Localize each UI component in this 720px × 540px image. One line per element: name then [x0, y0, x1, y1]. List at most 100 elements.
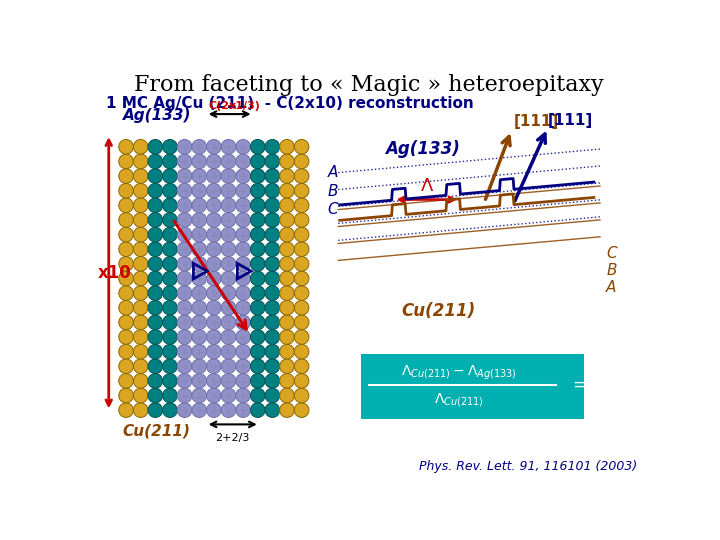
Circle shape [235, 300, 251, 315]
Circle shape [294, 359, 309, 374]
Circle shape [148, 359, 163, 374]
Circle shape [265, 359, 279, 374]
Circle shape [119, 359, 133, 374]
FancyBboxPatch shape [361, 354, 584, 419]
Circle shape [207, 256, 221, 271]
Circle shape [251, 184, 265, 198]
Circle shape [221, 300, 235, 315]
Circle shape [192, 345, 207, 359]
Circle shape [133, 286, 148, 300]
Circle shape [265, 139, 279, 154]
Circle shape [265, 227, 279, 242]
Circle shape [119, 213, 133, 227]
Circle shape [251, 403, 265, 417]
Circle shape [192, 359, 207, 374]
Circle shape [251, 315, 265, 330]
Circle shape [207, 359, 221, 374]
Circle shape [294, 374, 309, 388]
Circle shape [119, 256, 133, 271]
Circle shape [265, 300, 279, 315]
Circle shape [133, 256, 148, 271]
Circle shape [294, 300, 309, 315]
Circle shape [207, 374, 221, 388]
Circle shape [279, 271, 294, 286]
Circle shape [294, 154, 309, 168]
Circle shape [119, 168, 133, 184]
Text: Ag(133): Ag(133) [385, 140, 460, 159]
Circle shape [235, 168, 251, 184]
Text: B: B [606, 263, 616, 278]
Circle shape [207, 242, 221, 256]
Circle shape [251, 242, 265, 256]
Circle shape [119, 330, 133, 345]
Circle shape [235, 242, 251, 256]
Circle shape [235, 184, 251, 198]
Circle shape [235, 139, 251, 154]
Circle shape [251, 271, 265, 286]
Circle shape [207, 184, 221, 198]
Circle shape [294, 168, 309, 184]
Circle shape [251, 359, 265, 374]
Circle shape [265, 388, 279, 403]
Circle shape [265, 315, 279, 330]
Circle shape [133, 139, 148, 154]
Circle shape [192, 330, 207, 345]
Circle shape [148, 271, 163, 286]
Circle shape [163, 184, 177, 198]
Circle shape [207, 213, 221, 227]
Circle shape [192, 388, 207, 403]
Circle shape [119, 300, 133, 315]
Circle shape [235, 286, 251, 300]
Text: Cu(211): Cu(211) [122, 424, 191, 439]
Circle shape [294, 213, 309, 227]
Circle shape [148, 139, 163, 154]
Circle shape [163, 286, 177, 300]
Circle shape [177, 271, 192, 286]
Circle shape [119, 139, 133, 154]
Circle shape [119, 242, 133, 256]
Circle shape [235, 403, 251, 417]
Circle shape [279, 315, 294, 330]
Circle shape [221, 184, 235, 198]
Circle shape [192, 403, 207, 417]
Circle shape [235, 345, 251, 359]
Circle shape [294, 198, 309, 213]
Circle shape [294, 315, 309, 330]
Circle shape [221, 388, 235, 403]
Circle shape [221, 403, 235, 417]
Circle shape [251, 330, 265, 345]
Circle shape [279, 139, 294, 154]
Circle shape [177, 154, 192, 168]
Circle shape [279, 374, 294, 388]
Circle shape [119, 388, 133, 403]
Circle shape [177, 139, 192, 154]
Circle shape [235, 374, 251, 388]
Circle shape [235, 227, 251, 242]
Circle shape [163, 388, 177, 403]
Circle shape [148, 315, 163, 330]
Circle shape [177, 242, 192, 256]
Circle shape [163, 345, 177, 359]
Circle shape [148, 374, 163, 388]
Circle shape [148, 168, 163, 184]
Text: Ag(133): Ag(133) [122, 108, 191, 123]
Circle shape [133, 168, 148, 184]
Circle shape [265, 213, 279, 227]
Circle shape [192, 154, 207, 168]
Circle shape [148, 242, 163, 256]
Text: Phys. Rev. Lett. 91, 116101 (2003): Phys. Rev. Lett. 91, 116101 (2003) [419, 460, 637, 473]
Circle shape [221, 345, 235, 359]
Circle shape [163, 168, 177, 184]
Circle shape [221, 198, 235, 213]
Circle shape [177, 359, 192, 374]
Circle shape [163, 242, 177, 256]
Circle shape [133, 388, 148, 403]
Circle shape [177, 388, 192, 403]
Circle shape [221, 139, 235, 154]
Circle shape [265, 256, 279, 271]
Circle shape [192, 242, 207, 256]
Circle shape [279, 184, 294, 198]
Circle shape [265, 271, 279, 286]
Circle shape [133, 213, 148, 227]
Circle shape [251, 286, 265, 300]
